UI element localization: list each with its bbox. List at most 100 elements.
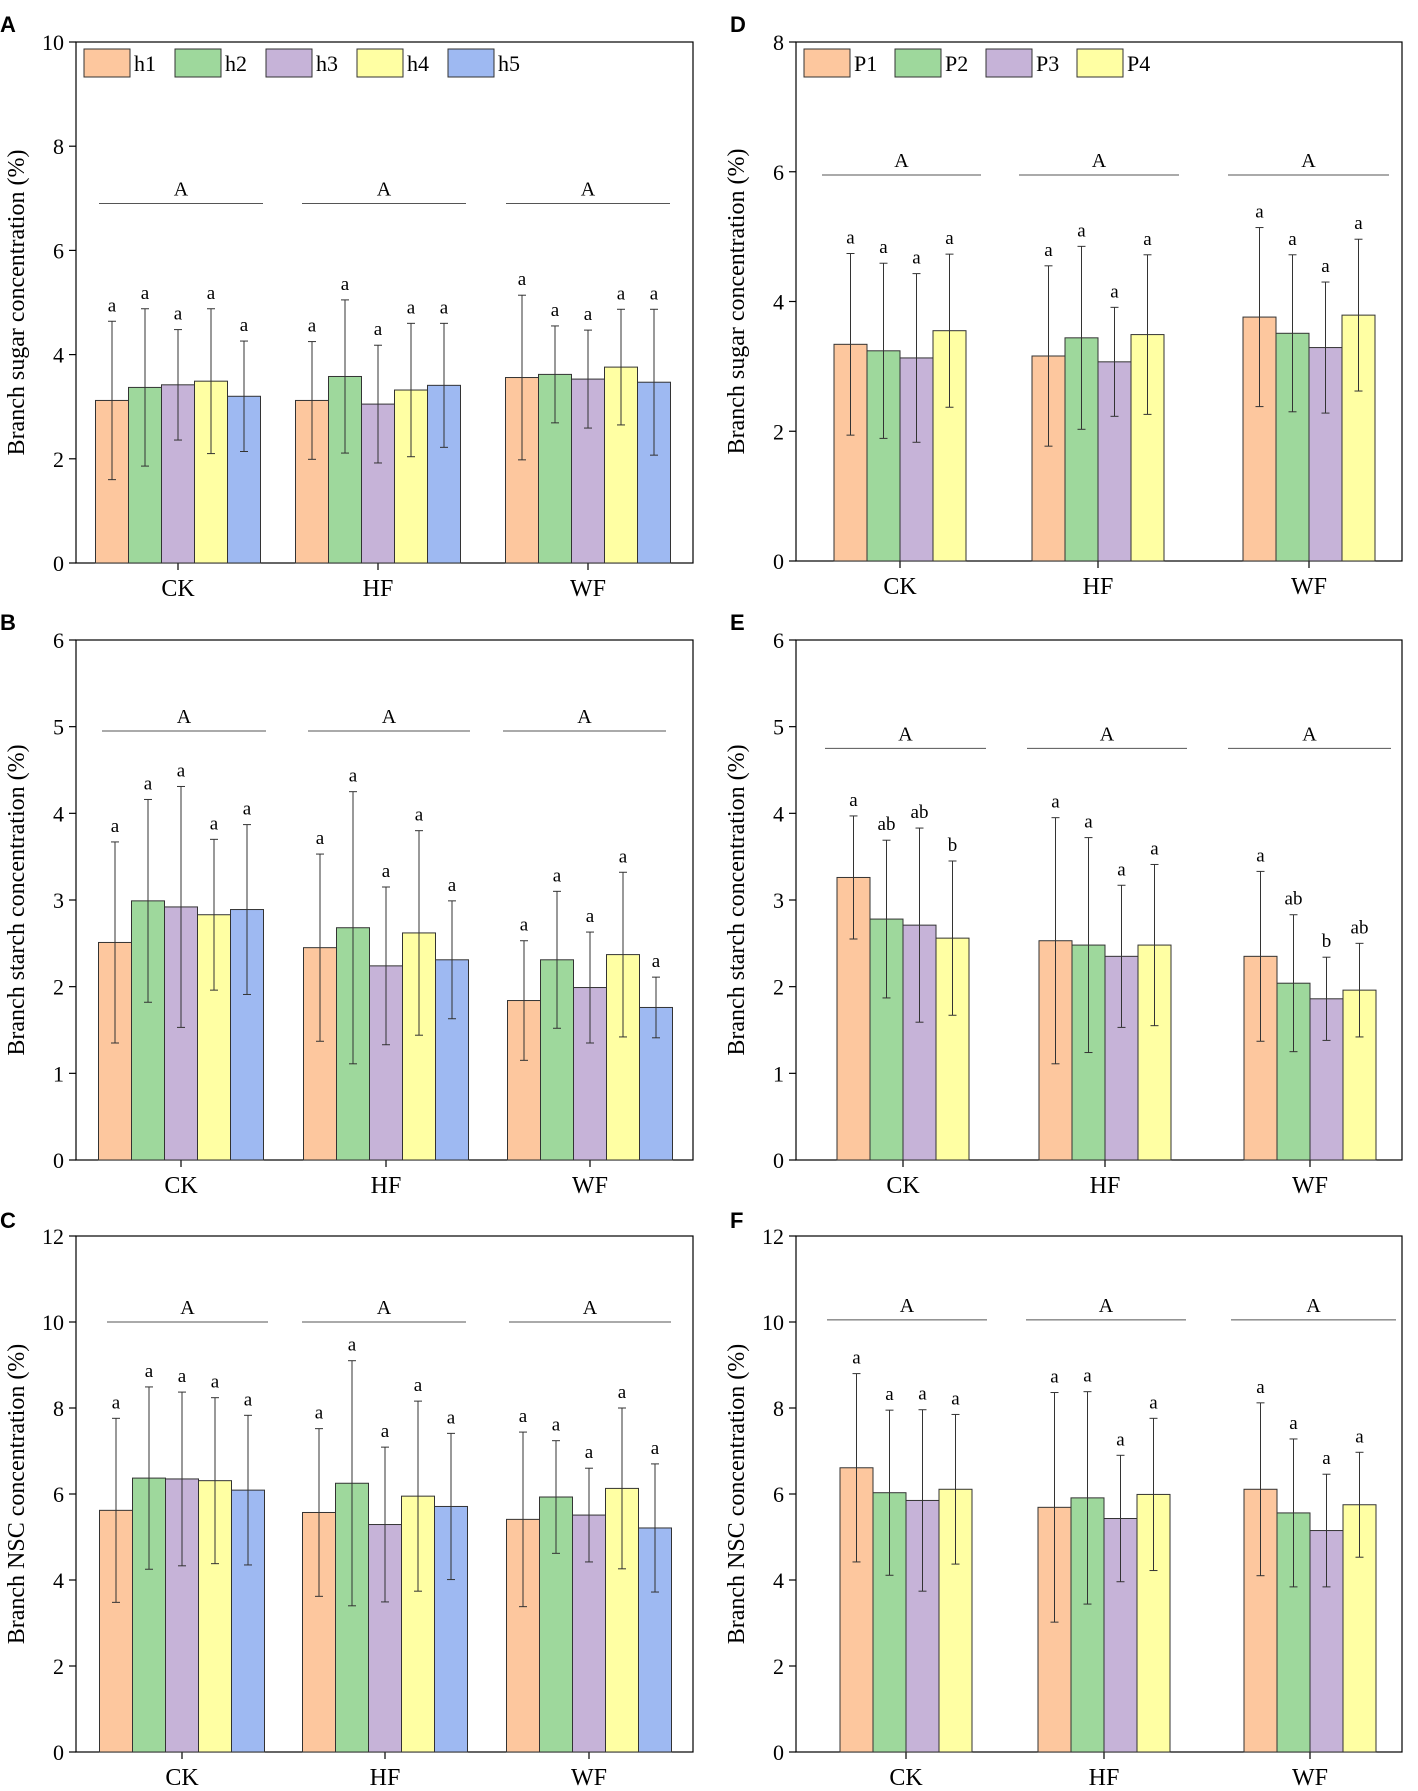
chart-panel-e: E 0 1 2 3 4 5 6 Branch starch concentration (%) C… xyxy=(724,610,1403,1199)
significance-letter: a xyxy=(885,1384,894,1405)
bar-p4 xyxy=(1130,334,1165,562)
significance-letter: a xyxy=(1150,838,1159,859)
y-tick-label: 6 xyxy=(53,628,64,653)
significance-letter: a xyxy=(174,304,183,325)
y-tick-label: 2 xyxy=(53,447,64,472)
legend-label: h4 xyxy=(407,51,429,76)
significance-letter: a xyxy=(211,1372,220,1393)
significance-letter: a xyxy=(1084,812,1093,833)
y-tick-label: 4 xyxy=(53,1568,64,1593)
y-tick-label: 6 xyxy=(773,628,784,653)
group-letter: A xyxy=(1092,150,1107,172)
significance-letter: a xyxy=(407,297,416,318)
significance-letter: a xyxy=(918,1384,927,1405)
x-tick-label: HF xyxy=(1089,1765,1120,1791)
significance-letter: a xyxy=(341,274,350,295)
bar-h5 xyxy=(435,959,469,1161)
x-tick-label: CK xyxy=(889,1765,923,1791)
significance-letter: a xyxy=(584,304,593,325)
significance-letter: a xyxy=(1289,1413,1298,1434)
significance-letter: a xyxy=(448,875,457,896)
significance-letter: a xyxy=(1143,229,1152,250)
legend-label: P4 xyxy=(1127,51,1150,76)
significance-letter: a xyxy=(1077,220,1086,241)
significance-letter: a xyxy=(1322,1448,1331,1469)
legend-label: h2 xyxy=(225,51,247,76)
significance-letter: a xyxy=(145,1361,154,1382)
y-tick-label: 12 xyxy=(42,1224,64,1249)
group-letter: A xyxy=(174,179,189,201)
significance-letter: a xyxy=(1149,1392,1158,1413)
significance-letter: a xyxy=(1321,256,1330,277)
significance-letter: a xyxy=(1355,1426,1364,1447)
legend-label: P2 xyxy=(945,51,968,76)
significance-letter: a xyxy=(374,319,383,340)
x-tick-label: CK xyxy=(883,574,917,600)
chart-panel-a: A 0 2 4 6 8 10 Branch sugar concentration (%) CK… xyxy=(0,12,694,602)
panel-label: F xyxy=(730,1208,743,1233)
y-tick-label: 0 xyxy=(53,1740,64,1765)
legend-label: P1 xyxy=(854,51,877,76)
group-letter: A xyxy=(1306,1295,1321,1317)
significance-letter: a xyxy=(108,295,117,316)
x-tick-label: CK xyxy=(886,1173,920,1199)
significance-letter: ab xyxy=(1351,917,1369,938)
x-tick-label: CK xyxy=(165,1765,199,1791)
y-tick-label: 4 xyxy=(53,343,64,368)
significance-letter: a xyxy=(945,228,954,249)
legend-swatch-h2 xyxy=(174,48,222,78)
legend-swatch-h4 xyxy=(356,48,404,78)
panel-label: E xyxy=(730,610,745,635)
significance-letter: ab xyxy=(911,802,929,823)
legend-swatch-p3 xyxy=(985,48,1033,78)
significance-letter: a xyxy=(315,1403,324,1424)
x-tick-label: WF xyxy=(572,1173,608,1199)
x-tick-label: HF xyxy=(370,1765,401,1791)
significance-letter: a xyxy=(244,1389,253,1410)
significance-letter: a xyxy=(650,283,659,304)
group-letter: A xyxy=(177,706,192,728)
legend-label: h5 xyxy=(498,51,520,76)
legend-swatch-p1 xyxy=(803,48,851,78)
y-tick-label: 0 xyxy=(773,1148,784,1173)
significance-letter: b xyxy=(948,835,958,856)
significance-letter: a xyxy=(912,248,921,269)
significance-letter: a xyxy=(1044,240,1053,261)
significance-letter: a xyxy=(243,799,252,820)
significance-letter: a xyxy=(382,861,391,882)
legend-swatch-h3 xyxy=(265,48,313,78)
y-tick-label: 1 xyxy=(53,1061,64,1086)
significance-letter: a xyxy=(308,316,317,337)
chart-panel-b: B 0 1 2 3 4 5 6 Branch starch concentration (%) C… xyxy=(0,610,694,1199)
significance-letter: a xyxy=(177,760,186,781)
legend-swatch-h1 xyxy=(83,48,131,78)
significance-letter: a xyxy=(519,1406,528,1427)
significance-letter: a xyxy=(849,790,858,811)
significance-letter: a xyxy=(111,816,120,837)
significance-letter: a xyxy=(1354,213,1363,234)
group-letter: A xyxy=(1302,723,1317,745)
significance-letter: a xyxy=(414,1375,423,1396)
x-tick-label: WF xyxy=(1292,1765,1328,1791)
y-tick-label: 6 xyxy=(53,1482,64,1507)
group-letter: A xyxy=(1100,723,1115,745)
legend-swatch-p2 xyxy=(894,48,942,78)
y-axis-label: Branch sugar concentration (%) xyxy=(4,150,30,456)
significance-letter: a xyxy=(652,951,661,972)
y-tick-label: 10 xyxy=(42,1310,64,1335)
y-tick-label: 8 xyxy=(53,1396,64,1421)
x-tick-label: WF xyxy=(1291,574,1327,600)
group-letter: A xyxy=(900,1295,915,1317)
y-axis-label: Branch sugar concentration (%) xyxy=(724,149,750,455)
significance-letter: a xyxy=(210,813,219,834)
significance-letter: a xyxy=(1256,1377,1265,1398)
panel-label: A xyxy=(0,12,16,37)
group-letter: A xyxy=(898,723,913,745)
bar-p2 xyxy=(869,918,904,1161)
significance-letter: a xyxy=(207,283,216,304)
significance-letter: a xyxy=(240,315,249,336)
significance-letter: a xyxy=(1288,229,1297,250)
legend-label: h3 xyxy=(316,51,338,76)
significance-letter: a xyxy=(141,283,150,304)
significance-letter: a xyxy=(349,766,358,787)
